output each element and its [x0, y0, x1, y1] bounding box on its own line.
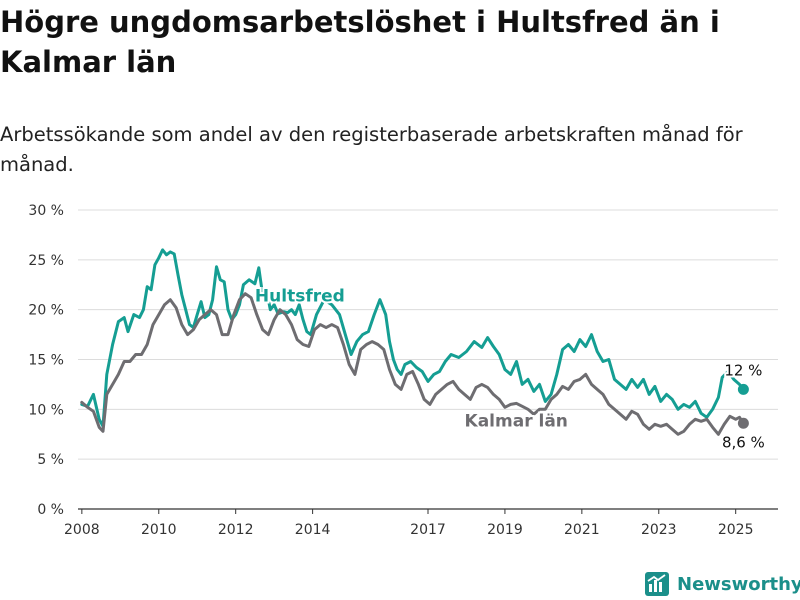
newsworthy-brand: Newsworthy: [645, 570, 800, 598]
kalmar-end-point: [737, 417, 749, 429]
x-tick-label: 2008: [64, 522, 100, 538]
y-axis-labels: 0 % 5 % 10 % 15 % 20 % 25 % 30 %: [28, 203, 64, 518]
kalmar-line: [80, 292, 745, 436]
x-tick-label: 2010: [141, 522, 177, 538]
brand-name: Newsworthy: [677, 573, 800, 595]
chart-subtitle: Arbetssökande som andel av den registerb…: [0, 123, 743, 176]
kalmar-series-label: Kalmar län: [465, 411, 568, 431]
y-tick-label: 5 %: [37, 452, 64, 468]
x-tick-label: 2023: [641, 522, 677, 538]
series-lines: [80, 248, 749, 436]
x-axis: 2008 2010 2012 2014 2017 2019 2021 2023 2025: [64, 508, 778, 538]
series-labels: Hultsfred Kalmar län 12 % 8,6 %: [253, 285, 767, 454]
hultsfred-end-label: 12 %: [724, 361, 762, 379]
page-title: Högre ungdomsarbetslöshet i Hultsfred än…: [0, 5, 720, 79]
y-tick-label: 30 %: [28, 203, 64, 219]
y-tick-label: 0 %: [37, 502, 64, 518]
x-tick-label: 2019: [487, 522, 523, 538]
hultsfred-line: [80, 248, 745, 428]
hultsfred-end-point: [737, 383, 749, 395]
x-tick-label: 2014: [295, 522, 331, 538]
hultsfred-series-label: Hultsfred: [255, 287, 345, 307]
grid-lines: [78, 209, 778, 460]
kalmar-end-label: 8,6 %: [722, 433, 765, 451]
y-tick-label: 20 %: [28, 303, 64, 319]
y-tick-label: 10 %: [28, 402, 64, 418]
x-tick-label: 2021: [564, 522, 600, 538]
x-tick-label: 2017: [410, 522, 446, 538]
x-tick-label: 2025: [718, 522, 754, 538]
y-tick-label: 15 %: [28, 353, 64, 369]
x-tick-label: 2012: [218, 522, 254, 538]
y-tick-label: 25 %: [28, 253, 64, 269]
newsworthy-logo-icon: [645, 572, 669, 596]
